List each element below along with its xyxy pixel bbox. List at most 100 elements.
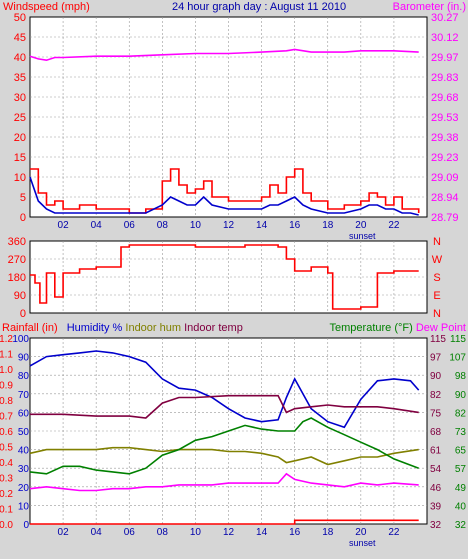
wind-direction-series: [30, 244, 419, 310]
rain-tick-label: 1.2: [0, 334, 13, 345]
humidity-tick-label: 0: [23, 520, 29, 531]
x-tick-label: 04: [91, 220, 103, 231]
y-tick-label: 29.23: [431, 152, 459, 164]
humidity-tick-label: 40: [18, 446, 30, 457]
x-tick-label: 14: [256, 220, 268, 231]
y-tick-label: N: [433, 308, 441, 320]
rain-tick-label: 0.0: [0, 520, 13, 531]
rain-tick-label: 0.8: [0, 396, 13, 407]
wind_avg-line: [29, 176, 419, 216]
temperature-tick-label: 57: [455, 464, 467, 475]
x-tick-label: 22: [388, 527, 400, 538]
humidity-tick-label: 50: [18, 427, 30, 438]
x-tick-label: 06: [124, 220, 136, 231]
left-axis-legend: Rainfall (in) Humidity % Indoor hum Indo…: [2, 322, 243, 334]
x-tick-label: 20: [355, 220, 367, 231]
x-tick-label: 06: [124, 527, 136, 538]
rain-tick-label: 0.1: [0, 505, 13, 516]
indoor-temp-tick-label: 97: [430, 353, 442, 364]
rainfall-axis-label: Rainfall (in): [2, 322, 58, 334]
y-tick-label: 0: [20, 212, 26, 224]
temperature-line: [29, 417, 419, 475]
y-tick-label: N: [433, 236, 441, 248]
indoor_temp-line: [30, 394, 419, 419]
indoor-temp-tick-label: 54: [430, 464, 442, 475]
y-tick-label: 28.79: [431, 212, 459, 224]
humidity-tick-label: 10: [18, 501, 30, 512]
indoor-temp-tick-label: 82: [430, 390, 442, 401]
y-tick-label: 40: [14, 52, 26, 64]
barometer-line: [29, 48, 419, 62]
y-tick-label: 29.68: [431, 92, 459, 104]
y-tick-label: 0: [20, 308, 26, 320]
y-tick-label: 180: [8, 272, 26, 284]
y-tick-label: 30.27: [431, 12, 459, 24]
y-tick-label: 45: [14, 32, 26, 44]
dew_point-line: [29, 472, 419, 492]
rain-tick-label: 0.4: [0, 458, 13, 469]
wind-pressure-tick-labels: 5045403530252015105030.2730.1229.9729.83…: [14, 12, 459, 231]
x-tick-label: 02: [58, 527, 70, 538]
x-tick-label: 12: [223, 220, 235, 231]
y-tick-label: 90: [14, 290, 26, 302]
humidity-temp-series: [29, 350, 420, 525]
dew-point-axis-label: Dew Point: [416, 322, 466, 334]
indoor-temp-tick-label: 75: [430, 408, 442, 419]
humidity-tick-label: 100: [12, 334, 29, 345]
indoor-temp-axis-label: Indoor temp: [184, 322, 243, 334]
temperature-tick-label: 90: [455, 390, 467, 401]
x-tick-label: 18: [322, 220, 334, 231]
x-tick-label: 02: [58, 220, 70, 231]
temperature-axis-label: Temperature (°F): [330, 322, 413, 334]
y-tick-label: 25: [14, 112, 26, 124]
temperature-tick-label: 32: [455, 520, 467, 531]
wind-pressure-series: [29, 48, 420, 216]
indoor-temp-tick-label: 46: [430, 483, 442, 494]
wind_direction-line: [30, 244, 419, 310]
rain-tick-label: 0.5: [0, 443, 13, 454]
y-tick-label: 360: [8, 236, 26, 248]
indoor-temp-tick-label: 32: [430, 520, 442, 531]
wind_gust-line: [30, 168, 420, 214]
rain-tick-label: 0.2: [0, 489, 13, 500]
x-tick-label: 14: [256, 527, 268, 538]
x-tick-label: 08: [157, 220, 169, 231]
y-tick-label: 30: [14, 92, 26, 104]
y-tick-label: 10: [14, 172, 26, 184]
y-tick-label: W: [432, 254, 443, 266]
y-tick-label: 270: [8, 254, 26, 266]
temperature-tick-label: 82: [455, 408, 467, 419]
y-tick-label: 30.12: [431, 32, 459, 44]
windspeed-axis-label: Windspeed (mph): [3, 1, 90, 13]
sunset-marker-top: sunset: [349, 231, 376, 241]
right-axis-legend: Temperature (°F) Dew Point: [330, 322, 466, 334]
humidity-tick-label: 80: [18, 371, 30, 382]
temperature-tick-label: 98: [455, 371, 467, 382]
x-tick-label: 22: [388, 220, 400, 231]
chart-title: 24 hour graph day : August 11 2010: [172, 1, 346, 13]
x-tick-label: 16: [289, 220, 301, 231]
x-tick-label: 18: [322, 527, 334, 538]
y-tick-label: 29.38: [431, 132, 459, 144]
humidity-tick-label: 20: [18, 483, 30, 494]
y-tick-label: 50: [14, 12, 26, 24]
y-tick-label: 29.83: [431, 72, 459, 84]
humidity-tick-label: 90: [18, 353, 30, 364]
rain-tick-label: 1.0: [0, 365, 13, 376]
y-tick-label: S: [433, 272, 440, 284]
x-tick-label: 08: [157, 527, 169, 538]
indoor-temp-tick-label: 39: [430, 501, 442, 512]
y-tick-label: E: [433, 290, 440, 302]
x-tick-label: 10: [190, 220, 202, 231]
humidity-line: [29, 350, 420, 429]
indoor_hum-line: [29, 446, 419, 466]
rain-tick-label: 0.7: [0, 412, 13, 423]
y-tick-label: 28.94: [431, 192, 459, 204]
barometer-axis-label: Barometer (in.): [393, 1, 466, 13]
x-tick-label: 10: [190, 527, 202, 538]
indoor-temp-tick-label: 115: [430, 334, 446, 345]
y-tick-label: 5: [20, 192, 26, 204]
y-tick-label: 29.97: [431, 52, 459, 64]
